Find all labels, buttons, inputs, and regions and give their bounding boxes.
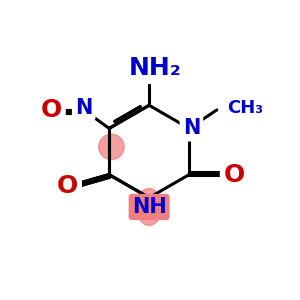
Ellipse shape xyxy=(136,188,162,225)
Text: NH₂: NH₂ xyxy=(128,56,181,80)
Text: O: O xyxy=(224,163,245,187)
Text: O: O xyxy=(57,174,78,198)
Text: O: O xyxy=(41,98,62,122)
Text: CH₃: CH₃ xyxy=(227,99,263,117)
Circle shape xyxy=(99,134,124,160)
Text: N: N xyxy=(183,118,200,138)
Text: N: N xyxy=(75,98,92,118)
Text: NH: NH xyxy=(132,197,166,217)
